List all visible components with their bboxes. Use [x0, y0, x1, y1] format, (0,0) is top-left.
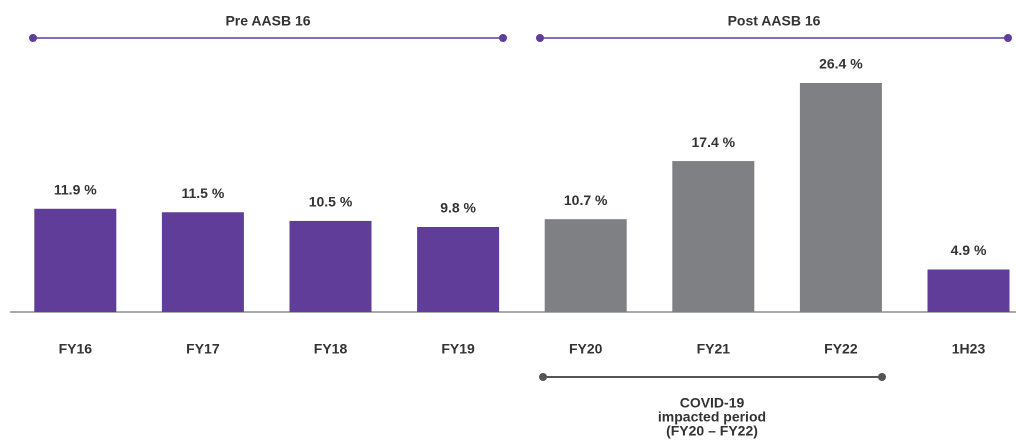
post-label: Post AASB 16	[728, 13, 821, 29]
x-tick-label: FY16	[59, 341, 93, 357]
bracket-end	[539, 373, 547, 381]
x-tick-label: FY17	[186, 341, 220, 357]
bar	[34, 208, 117, 312]
bar	[161, 212, 244, 312]
bar	[417, 226, 500, 312]
bar	[927, 269, 1010, 312]
bracket-end	[499, 34, 507, 42]
value-label: 10.5 %	[309, 194, 353, 210]
value-label: 10.7 %	[564, 192, 608, 208]
value-label: 11.9 %	[54, 181, 97, 197]
bracket-end	[536, 34, 544, 42]
bracket-end	[878, 373, 886, 381]
x-tick-label: FY19	[441, 341, 475, 357]
covid-label: COVID-19	[680, 395, 745, 411]
x-tick-label: FY18	[314, 341, 348, 357]
value-label: 26.4 %	[819, 56, 863, 72]
value-label: 11.5 %	[181, 185, 224, 201]
bar	[672, 161, 755, 312]
bar	[544, 219, 627, 312]
x-tick-label: 1H23	[952, 341, 986, 357]
value-label: 4.9 %	[951, 242, 987, 258]
x-tick-label: FY21	[697, 341, 731, 357]
bar	[289, 220, 372, 312]
x-tick-label: FY20	[569, 341, 603, 357]
bracket-end	[1004, 34, 1012, 42]
pre-label: Pre AASB 16	[225, 13, 310, 29]
x-tick-label: FY22	[824, 341, 858, 357]
covid-label: impacted period	[658, 409, 766, 425]
bar	[799, 83, 882, 312]
value-label: 9.8 %	[440, 200, 476, 216]
bracket-end	[29, 34, 37, 42]
covid-label: (FY20 – FY22)	[666, 423, 758, 439]
value-label: 17.4 %	[692, 134, 736, 150]
